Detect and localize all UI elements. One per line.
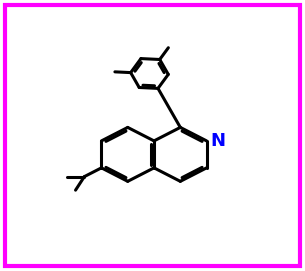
Text: N: N — [210, 132, 226, 150]
